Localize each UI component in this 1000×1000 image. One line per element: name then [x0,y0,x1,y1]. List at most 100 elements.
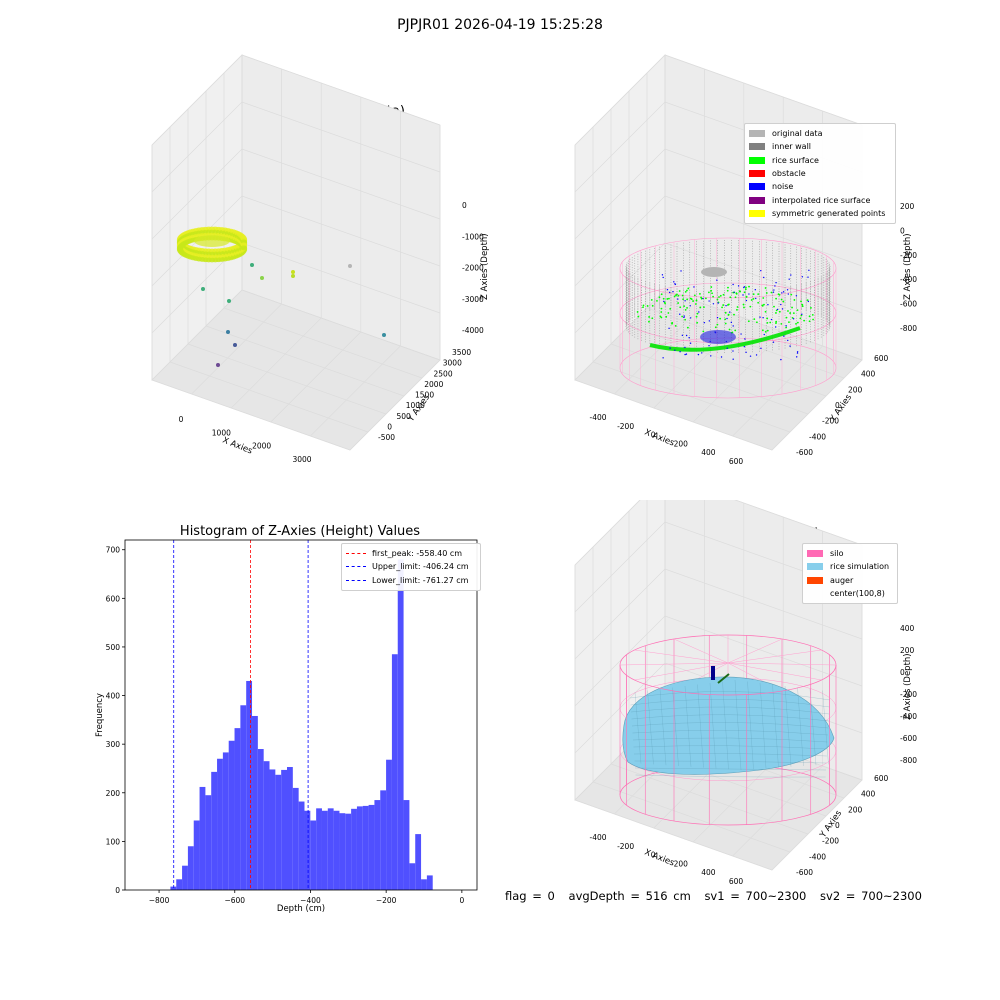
classify-rice-point [710,290,712,292]
classify-noise-point [744,286,745,287]
classify-noise-point [732,284,733,285]
classify-legend-swatch [749,210,765,217]
classify-noise-point [693,286,694,287]
classify-rice-point [799,317,801,319]
classify-rice-point [748,286,750,288]
raw-data-point [382,333,386,337]
classify-rice-point [696,316,698,318]
classify-noise-point [755,289,756,290]
histogram-bar [223,752,229,890]
classify-noise-point [787,340,788,341]
histogram-x-tick-label: −800 [149,896,170,905]
classify-rice-point [753,318,755,320]
histogram-bar [334,811,340,890]
classify-noise-point [688,337,689,338]
classify-rice-point [712,296,714,298]
classify-noise-point [763,277,764,278]
classify-legend-swatch [749,130,765,137]
classify-x-tick-label: -400 [589,413,606,422]
classify-rice-point [766,292,768,294]
classify-rice-point [643,305,645,307]
histogram-bar [316,808,322,890]
raw-y-tick-label: 3000 [443,359,462,368]
classify-rice-point [797,309,799,311]
classify-legend-swatch [749,157,765,164]
classify-noise-point [690,343,691,344]
histogram-y-tick-label: 400 [106,692,121,701]
classify-rice-point [767,330,769,332]
histogram-bar [299,802,305,890]
classify-rice-point [667,312,669,314]
classify-xlabel: X Axies [643,428,676,449]
classify-rice-point [666,298,668,300]
simulation-y-tick-label: -600 [796,868,813,877]
histogram-bar [427,875,433,890]
histogram-bar [409,863,415,890]
classify-rice-point [648,316,650,318]
classify-rice-point [687,327,689,329]
classify-rice-point [795,323,797,325]
classify-rice-point [705,297,707,299]
classify-rice-point [696,299,698,301]
classify-rice-point [686,307,688,309]
histogram-legend-label: first_peak: -558.40 cm [372,549,462,558]
histogram-y-tick-label: 500 [106,643,121,652]
histogram-x-tick-label: 0 [459,896,464,905]
classify-noise-point [796,356,797,357]
classify-rice-point [753,293,755,295]
simulation-legend-label: rice simulation [830,562,889,571]
classify-rice-point [700,296,702,298]
classify-z-tick-label: -800 [900,324,917,333]
classify-noise-point [725,305,726,306]
classify-rice-point [718,296,720,298]
classify-rice-point [725,323,727,325]
classify-rice-point [781,299,783,301]
classify-rice-point [733,314,735,316]
classify-rice-point [682,295,684,297]
simulation-x-tick-label: -200 [617,842,634,851]
classify-noise-point [708,300,709,301]
classify-y-tick-label: 600 [874,354,889,363]
histogram-bar [415,834,421,890]
raw-y-tick-label: 0 [387,422,392,431]
classify-noise-point [669,347,670,348]
histogram-y-tick-label: 100 [106,837,121,846]
classify-noise-point [773,289,774,290]
classify-noise-point [771,319,772,320]
classify-noise-point [701,352,702,353]
classify-rice-point [684,319,686,321]
classify-noise-point [677,298,678,299]
simulation-legend-item: silo [807,547,893,560]
classify-rice-point [735,296,737,298]
classify-noise-point [807,276,808,277]
classify-noise-point [774,285,775,286]
classify-noise-point [762,317,763,318]
classify-noise-point [686,353,687,354]
classify-noise-point [679,314,680,315]
histogram-bar [264,761,270,890]
raw-data-point [216,363,220,367]
histogram-bar [182,866,188,890]
classify-noise-point [708,345,709,346]
classify-noise-point [672,291,673,292]
histogram-bar [386,760,392,890]
classify-noise-point [675,284,676,285]
raw-z-tick-label: -4000 [462,326,484,335]
classify-legend-label: inner wall [772,142,811,151]
classify-noise-point [788,293,789,294]
histogram-legend-swatch [346,566,366,567]
raw-z-tick-label: 0 [462,201,467,210]
histogram-bar [205,795,211,890]
classify-y-tick-label: 400 [861,370,876,379]
classify-noise-point [740,333,741,334]
histogram-bar [217,759,223,890]
histogram-legend-item: Lower_limit: -761.27 cm [346,574,476,587]
classify-noise-point [773,292,774,293]
histogram-bar [304,811,310,890]
classify-rice-point [715,326,717,328]
classify-noise-point [679,351,680,352]
raw-data-point [227,299,231,303]
histogram-legend: first_peak: -558.40 cm Upper_limit: -406.… [341,543,481,591]
raw-y-tick-label: 3500 [452,348,471,357]
raw-x-tick-label: 0 [179,415,184,424]
